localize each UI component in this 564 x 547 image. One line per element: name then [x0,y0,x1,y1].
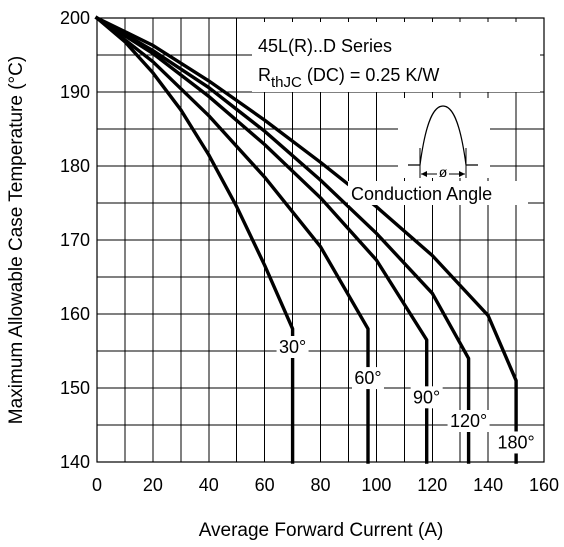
series-label: 90° [413,387,440,407]
rth-symbol: R [258,65,271,85]
series-label: 120° [450,411,487,431]
y-tick-label: 160 [60,304,90,324]
thermal-resistance-annotation: RthJC (DC) = 0.25 K/W [258,65,439,91]
series-label-background [276,336,309,358]
curves [94,15,518,464]
x-tick-label: 160 [529,475,559,495]
series-curve [94,15,295,464]
series-curve [94,15,370,464]
x-tick-label: 120 [417,475,447,495]
phi-background [437,164,449,180]
y-tick-label: 200 [60,8,90,28]
x-tick-label: 0 [92,475,102,495]
series-labels: 30° 60° 90° 120° 180° [276,336,539,454]
arrow-head-right-icon [459,171,465,177]
series-label-background [410,386,443,409]
rth-subscript: thJC [271,74,302,91]
series-label: 60° [354,368,381,388]
y-tick-label: 190 [60,82,90,102]
plot-area-frame [96,17,545,463]
phi-symbol: ø [439,164,448,180]
rth-value: (DC) = 0.25 K/W [302,65,440,85]
x-tick-label: 100 [361,475,391,495]
y-tick-label: 180 [60,156,90,176]
x-ticks: 0 20 40 60 80 100 120 140 160 [92,475,559,495]
conduction-angle-label: Conduction Angle [351,184,492,204]
series-name-annotation: 45L(R)..D Series [258,36,392,56]
sine-pulse-icon [408,105,478,166]
x-tick-label: 60 [255,475,275,495]
series-label-background [351,367,384,390]
series-label: 30° [279,337,306,357]
series-label-background [494,431,539,454]
series-label: 180° [497,432,534,452]
x-axis-title: Average Forward Current (A) [199,520,444,541]
x-tick-label: 20 [143,475,163,495]
conduction-label-background [348,181,528,205]
series-curve [94,15,429,464]
x-tick-label: 80 [310,475,330,495]
y-tick-label: 140 [60,452,90,472]
y-tick-label: 150 [60,378,90,398]
x-tick-label: 140 [473,475,503,495]
y-tick-label: 170 [60,230,90,250]
arrow-head-left-icon [421,171,427,177]
y-ticks: 140 150 160 170 180 190 200 [60,8,90,472]
series-label-background [447,410,490,432]
series-curve [94,15,471,464]
x-tick-label: 40 [199,475,219,495]
annotation-background [252,22,540,92]
y-axis-title: Maximum Allowable Case Temperature (°C) [6,56,27,424]
